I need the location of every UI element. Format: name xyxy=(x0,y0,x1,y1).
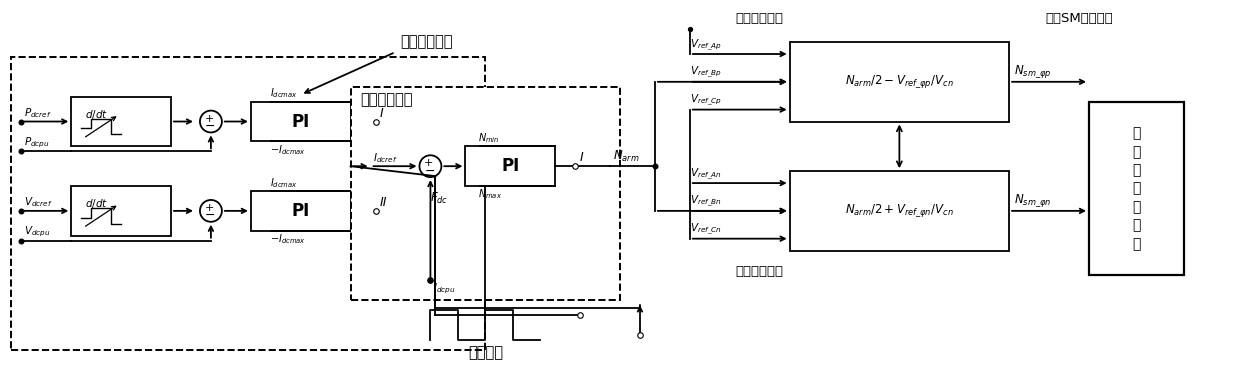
Text: $-I_{dcmax}$: $-I_{dcmax}$ xyxy=(270,232,306,246)
Text: $V_{ref\_Cn}$: $V_{ref\_Cn}$ xyxy=(689,222,722,237)
Bar xyxy=(465,146,556,186)
Text: PI: PI xyxy=(501,157,520,175)
Text: II: II xyxy=(379,196,387,209)
Text: −: − xyxy=(205,120,216,133)
Text: I: I xyxy=(580,151,584,164)
Text: PI: PI xyxy=(291,202,310,220)
Text: $d/dt$: $d/dt$ xyxy=(84,197,108,210)
Text: $I_{dcmax}$: $I_{dcmax}$ xyxy=(270,176,298,190)
Bar xyxy=(250,102,351,141)
Text: $V_{ref\_An}$: $V_{ref\_An}$ xyxy=(689,166,722,181)
Bar xyxy=(250,191,351,231)
Text: $N_{min}$: $N_{min}$ xyxy=(479,131,500,145)
Bar xyxy=(1089,102,1184,275)
Text: 直流外环控制: 直流外环控制 xyxy=(401,35,453,49)
Text: 调
制
与
均
压
控
制: 调 制 与 均 压 控 制 xyxy=(1132,126,1141,251)
Text: $V_{ref\_Ap}$: $V_{ref\_Ap}$ xyxy=(689,37,722,52)
Text: $F_{dc}$: $F_{dc}$ xyxy=(430,191,449,206)
Text: $N_{max}$: $N_{max}$ xyxy=(479,188,502,201)
Text: 直流电流控制: 直流电流控制 xyxy=(361,92,413,107)
Text: +: + xyxy=(424,158,434,168)
Text: $P_{dcref}$: $P_{dcref}$ xyxy=(25,106,52,120)
Text: +: + xyxy=(205,113,215,124)
Bar xyxy=(71,97,171,146)
Text: $I_{dcpu}$: $I_{dcpu}$ xyxy=(434,282,456,296)
Text: $V_{dcpu}$: $V_{dcpu}$ xyxy=(25,225,51,239)
Text: $N_{sm\_\varphi p}$: $N_{sm\_\varphi p}$ xyxy=(1014,63,1052,80)
Text: $N_{arm}/2-V_{ref\_\varphi p}/V_{cn}$: $N_{arm}/2-V_{ref\_\varphi p}/V_{cn}$ xyxy=(844,73,954,90)
Text: $P_{dcpu}$: $P_{dcpu}$ xyxy=(25,135,50,150)
Text: $N_{arm}$: $N_{arm}$ xyxy=(613,149,640,164)
Text: $-I_{dcmax}$: $-I_{dcmax}$ xyxy=(270,143,306,157)
Bar xyxy=(790,42,1009,122)
Bar xyxy=(790,171,1009,251)
Text: $V_{ref\_Bn}$: $V_{ref\_Bn}$ xyxy=(689,194,722,209)
Text: $V_{dcref}$: $V_{dcref}$ xyxy=(25,196,53,209)
Text: $V_{ref\_Cp}$: $V_{ref\_Cp}$ xyxy=(689,93,722,108)
Text: 桥臂SM投入数目: 桥臂SM投入数目 xyxy=(1045,12,1112,25)
Text: PI: PI xyxy=(291,112,310,130)
Bar xyxy=(351,87,620,300)
Text: $N_{sm\_\varphi n}$: $N_{sm\_\varphi n}$ xyxy=(1014,192,1052,209)
Text: −: − xyxy=(424,165,435,178)
Text: I: I xyxy=(379,107,383,120)
Text: 下桥臂调制波: 下桥臂调制波 xyxy=(735,266,784,278)
Text: $V_{ref\_Bp}$: $V_{ref\_Bp}$ xyxy=(689,65,722,80)
Text: 方波注入: 方波注入 xyxy=(467,345,502,360)
Text: $N_{arm}/2+V_{ref\_\varphi n}/V_{cn}$: $N_{arm}/2+V_{ref\_\varphi n}/V_{cn}$ xyxy=(844,202,954,219)
Text: $I_{dcref}$: $I_{dcref}$ xyxy=(372,151,397,165)
Bar xyxy=(71,186,171,236)
Text: $I_{dcmax}$: $I_{dcmax}$ xyxy=(270,86,298,100)
Bar xyxy=(11,57,485,350)
Text: +: + xyxy=(205,203,215,213)
Text: 上桥臂调制波: 上桥臂调制波 xyxy=(735,12,784,25)
Text: −: − xyxy=(205,209,216,222)
Text: $d/dt$: $d/dt$ xyxy=(84,108,108,121)
